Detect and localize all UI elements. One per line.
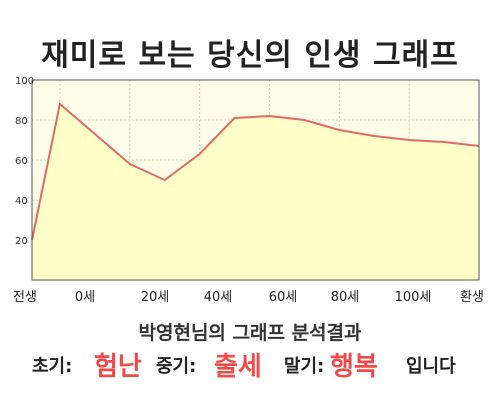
x-tick-label: 0세 (75, 290, 95, 305)
x-tick-label: 40세 (204, 290, 233, 305)
ending-text: 입니다 (406, 356, 456, 377)
middle-value: 출세 (214, 352, 262, 382)
life-area-fill (32, 104, 479, 280)
middle-label: 중기: (156, 356, 197, 377)
x-tick-label: 환생 (460, 290, 484, 305)
y-tick-label: 60 (15, 156, 28, 167)
y-tick-label: 80 (15, 116, 28, 127)
y-tick-label: 40 (15, 196, 28, 207)
y-tick-label: 20 (15, 236, 28, 247)
late-label: 말기: (284, 356, 325, 377)
x-tick-label: 80세 (331, 290, 360, 305)
analysis-result: 초기: 험난 중기: 출세 말기: 행복 입니다 (0, 346, 500, 382)
chart-title: 재미로 보는 당신의 인생 그래프 (41, 38, 459, 73)
x-tick-label: 20세 (141, 290, 170, 305)
y-tick-labels: 20 40 60 80 100 (15, 76, 34, 247)
y-tick-label: 100 (15, 76, 34, 87)
late-value: 행복 (330, 352, 378, 382)
x-tick-labels: 전생 0세 20세 40세 60세 80세 100세 환생 (13, 290, 484, 305)
x-tick-label: 전생 (13, 290, 37, 305)
early-value: 험난 (94, 352, 142, 382)
analysis-heading: 박영현님의 그래프 분석결과 (138, 322, 362, 344)
x-tick-label: 100세 (395, 290, 432, 305)
early-label: 초기: (32, 356, 73, 377)
life-line (31, 102, 480, 241)
x-tick-label: 60세 (269, 290, 298, 305)
plot-border (31, 79, 480, 281)
